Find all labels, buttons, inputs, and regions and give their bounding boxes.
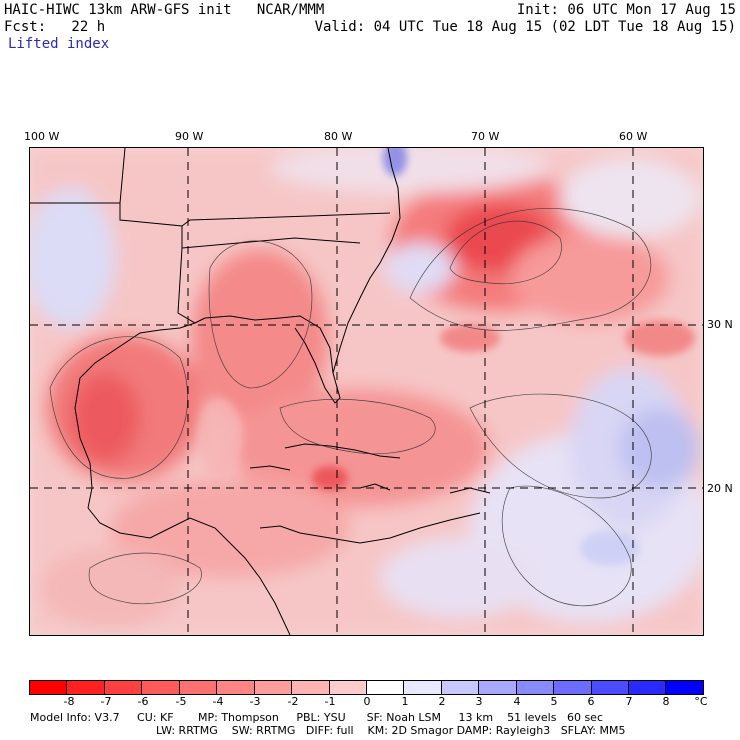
colorbar-swatch [441, 681, 480, 694]
colorbar-label: 7 [625, 695, 633, 708]
colorbar-swatch [67, 681, 105, 694]
colorbar-label: -1 [324, 695, 336, 708]
colorbar-swatch [666, 681, 703, 694]
colorbar-swatch [292, 681, 330, 694]
colorbar-swatch [629, 681, 667, 694]
model-title: HAIC-HIWC 13km ARW-GFS init NCAR/MMM [4, 2, 325, 18]
lon-label-70w: 70 W [471, 130, 500, 143]
colorbar-label: 3 [475, 695, 483, 708]
lat-label-20n: 20 N [707, 482, 733, 495]
colorbar-label: -8 [63, 695, 75, 708]
colorbar-swatch [217, 681, 255, 694]
colorbar-swatch [591, 681, 629, 694]
colorbar-label: 8 [662, 695, 670, 708]
colorbar-swatch [554, 681, 592, 694]
colorbar-swatch [329, 681, 367, 694]
colorbar-label: -5 [175, 695, 187, 708]
colorbar-label: 0 [363, 695, 371, 708]
colorbar-swatch [254, 681, 293, 694]
colorbar-label: 6 [587, 695, 595, 708]
colorbar-label: 2 [438, 695, 446, 708]
colorbar-swatch [516, 681, 555, 694]
colorbar-swatch [142, 681, 180, 694]
map-canvas [30, 148, 703, 635]
model-info-line2: LW: RRTMG SW: RRTMG DIFF: full KM: 2D Sm… [156, 724, 626, 737]
colorbar-label: 5 [550, 695, 558, 708]
colorbar-label: 4 [513, 695, 521, 708]
coastlines [30, 148, 491, 635]
model-info-line1: Model Info: V3.7 CU: KF MP: Thompson PBL… [30, 711, 603, 724]
lon-label-80w: 80 W [324, 130, 353, 143]
colorbar-swatch [366, 681, 405, 694]
lon-label-100w: 100 W [24, 130, 60, 143]
init-time: Init: 06 UTC Mon 17 Aug 15 [516, 2, 736, 18]
colorbar-label: -3 [249, 695, 261, 708]
colorbar-swatch [30, 681, 68, 694]
colorbar-label: -4 [212, 695, 224, 708]
colorbar-label: -6 [137, 695, 149, 708]
lifted-index-colorbar [29, 680, 704, 695]
lat-label-30n: 30 N [707, 318, 733, 331]
forecast-hour: Fcst: 22 h [4, 19, 106, 35]
contour-lines [49, 208, 652, 607]
colorbar-swatch [104, 681, 143, 694]
graticule [30, 148, 703, 635]
colorbar-unit: °C [694, 695, 708, 708]
lifted-index-field [30, 148, 703, 635]
lon-label-90w: 90 W [175, 130, 204, 143]
colorbar-swatch [479, 681, 517, 694]
valid-time: Valid: 04 UTC Tue 18 Aug 15 (02 LDT Tue … [314, 19, 736, 35]
field-name: Lifted index [8, 36, 110, 52]
colorbar-swatch [404, 681, 442, 694]
colorbar-swatch [179, 681, 218, 694]
lon-label-60w: 60 W [619, 130, 648, 143]
field-detail [198, 148, 695, 566]
colorbar-label: -7 [100, 695, 112, 708]
lifted-index-map [29, 147, 704, 636]
colorbar-label: -2 [287, 695, 299, 708]
colorbar-label: 1 [401, 695, 409, 708]
